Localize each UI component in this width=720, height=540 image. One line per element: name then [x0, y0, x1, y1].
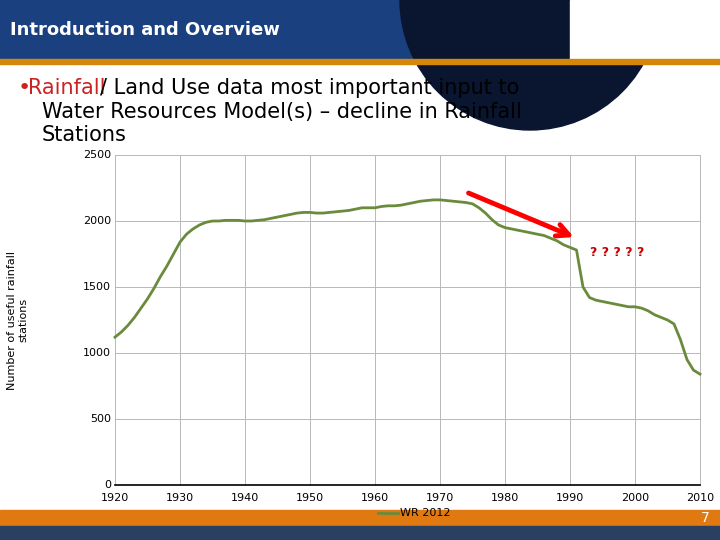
- Text: 1940: 1940: [231, 493, 259, 503]
- Bar: [0, 0, 720, 60]
- Text: 1970: 1970: [426, 493, 454, 503]
- Text: WR 2012: WR 2012: [400, 508, 451, 518]
- Text: Stations: Stations: [42, 125, 127, 145]
- Text: 2000: 2000: [621, 493, 649, 503]
- Text: 2010: 2010: [686, 493, 714, 503]
- Text: ? ? ? ? ?: ? ? ? ? ?: [590, 246, 644, 259]
- Text: 7: 7: [701, 511, 710, 525]
- Text: Number of useful rainfall
stations: Number of useful rainfall stations: [7, 251, 29, 389]
- Text: 1950: 1950: [296, 493, 324, 503]
- Text: 0: 0: [104, 480, 111, 490]
- Circle shape: [400, 0, 660, 130]
- Text: 1000: 1000: [83, 348, 111, 358]
- Text: Water Resources Model(s) – decline in Rainfall: Water Resources Model(s) – decline in Ra…: [42, 102, 522, 122]
- Text: 1920: 1920: [101, 493, 129, 503]
- Text: 1500: 1500: [83, 282, 111, 292]
- Text: 1990: 1990: [556, 493, 584, 503]
- Text: 1980: 1980: [491, 493, 519, 503]
- Text: 500: 500: [90, 414, 111, 424]
- Bar: [0, 510, 720, 526]
- Text: / Land Use data most important input to: / Land Use data most important input to: [100, 78, 519, 98]
- Text: Introduction and Overview: Introduction and Overview: [10, 21, 280, 39]
- Text: 2000: 2000: [83, 216, 111, 226]
- Text: •: •: [18, 78, 31, 98]
- Bar: [115, 155, 700, 485]
- Bar: [0, 59, 720, 64]
- Text: 1930: 1930: [166, 493, 194, 503]
- Bar: [0, 526, 720, 540]
- Text: Rainfall: Rainfall: [28, 78, 106, 98]
- Text: 2500: 2500: [83, 150, 111, 160]
- Text: 1960: 1960: [361, 493, 389, 503]
- Bar: [570, 0, 720, 60]
